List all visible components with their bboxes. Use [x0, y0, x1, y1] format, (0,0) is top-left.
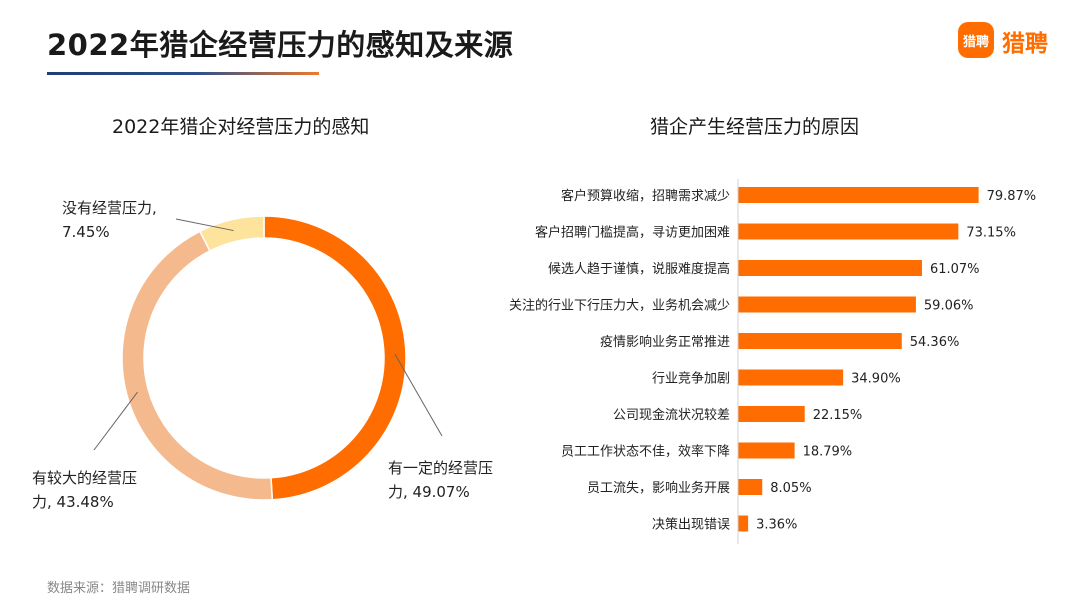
pie-label-some: 有一定的经营压 力, 49.07% [388, 456, 493, 504]
donut-chart [93, 215, 443, 501]
pie-label-some-line1: 有一定的经营压 [388, 459, 494, 477]
leader-line-1 [93, 391, 138, 451]
data-source: 数据来源：猎聘调研数据 [47, 581, 191, 596]
bar-category-label: 关注的行业下行压力大，业务机会减少 [509, 298, 730, 314]
bar-value-label: 59.06% [924, 299, 974, 314]
bar-9 [738, 515, 749, 532]
bar-value-label: 61.07% [930, 262, 980, 277]
bar-5 [738, 369, 844, 386]
bar-value-label: 73.15% [966, 226, 1016, 241]
bar-2 [738, 260, 922, 276]
bar-0 [738, 187, 979, 203]
bar-value-label: 8.05% [770, 481, 811, 496]
bar-chart-title: 猎企产生经营压力的原因 [650, 116, 860, 138]
bar-category-label: 决策出现错误 [652, 517, 730, 533]
bar-category-label: 员工流失，影响业务开展 [587, 480, 730, 496]
liepin-logo: 猎聘 猎聘 [958, 20, 1068, 60]
bar-value-label: 54.36% [910, 335, 960, 350]
donut-slice-0 [263, 215, 407, 501]
page-title: 2022年猎企经营压力的感知及来源 [47, 28, 514, 62]
bar-value-label: 79.87% [987, 189, 1037, 204]
bar-chart: 客户预算收缩，招聘需求减少 79.87% 客户招聘门槛提高，寻访更加困难 73.15%… [509, 179, 1037, 544]
pie-label-none: 没有经营压力, 7.45% [62, 196, 157, 244]
bar-category-label: 公司现金流状况较差 [613, 407, 730, 423]
bar-category-label: 客户招聘门槛提高，寻访更加困难 [535, 225, 730, 241]
bar-category-label: 行业竞争加剧 [652, 371, 730, 387]
donut-slice-1 [121, 230, 274, 501]
pie-label-large-line2: 力, 43.48% [32, 493, 114, 511]
bar-category-label: 员工工作状态不佳，效率下降 [561, 444, 730, 460]
pie-label-some-line2: 力, 49.07% [388, 483, 470, 501]
bar-category-label: 候选人趋于谨慎，说服难度提高 [548, 261, 730, 277]
bar-4 [738, 333, 902, 349]
pie-label-none-line1: 没有经营压力, [62, 199, 157, 217]
leader-line-0 [394, 353, 443, 437]
bar-value-label: 3.36% [756, 518, 797, 533]
bar-value-label: 22.15% [813, 408, 863, 423]
logo-mark: 猎聘 [958, 22, 994, 58]
bar-value-label: 34.90% [851, 372, 901, 387]
leader-line-2 [175, 218, 234, 232]
donut-slice-2 [198, 215, 265, 252]
bar-1 [738, 223, 959, 240]
pie-label-large: 有较大的经营压 力, 43.48% [32, 466, 137, 514]
bar-8 [738, 479, 763, 495]
pie-label-large-line1: 有较大的经营压 [32, 469, 138, 487]
bar-value-label: 18.79% [803, 445, 853, 460]
bar-category-label: 疫情影响业务正常推进 [600, 334, 730, 350]
bar-category-label: 客户预算收缩，招聘需求减少 [561, 188, 730, 204]
title-underline [47, 72, 319, 75]
pie-label-none-line2: 7.45% [62, 223, 110, 241]
bar-7 [738, 442, 795, 459]
logo-text: 猎聘 [1002, 31, 1048, 57]
bar-3 [738, 296, 916, 313]
donut-chart-title: 2022年猎企对经营压力的感知 [112, 116, 370, 138]
bar-6 [738, 406, 805, 422]
